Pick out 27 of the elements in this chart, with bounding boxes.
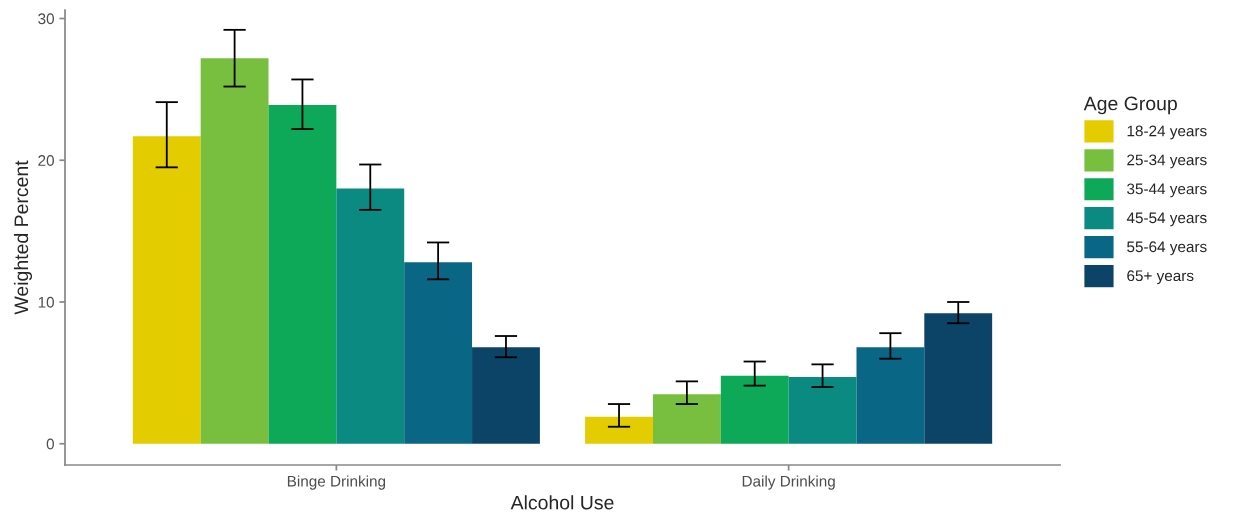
- bar: [585, 416, 653, 444]
- y-tick-label: 0: [46, 438, 54, 450]
- bar: [856, 347, 925, 444]
- legend-label: 18-24 years: [1127, 125, 1207, 140]
- bar: [652, 394, 721, 444]
- bar: [132, 136, 201, 444]
- bar: [404, 262, 473, 444]
- legend-label: 35-44 years: [1127, 183, 1207, 198]
- bar: [788, 377, 857, 444]
- legend-label: 25-34 years: [1127, 154, 1207, 169]
- legend-title: Age Group: [1083, 96, 1177, 115]
- y-tick-label: 20: [38, 155, 54, 166]
- x-tick-label: Binge Drinking: [287, 475, 386, 490]
- bar: [268, 104, 337, 444]
- x-tick-label: Daily Drinking: [742, 475, 835, 490]
- y-tick-label: 30: [38, 13, 54, 25]
- x-axis-title: Alcohol Use: [510, 495, 614, 510]
- bar: [472, 347, 540, 444]
- legend-label: 45-54 years: [1126, 212, 1207, 227]
- legend-label: 55-64 years: [1127, 241, 1207, 256]
- bar: [924, 313, 993, 444]
- bar: [720, 375, 789, 444]
- y-tick-label: 10: [38, 296, 54, 308]
- bar: [336, 188, 405, 444]
- legend-label: 65+ years: [1127, 270, 1194, 285]
- y-axis-title: Weighted Percent: [13, 160, 33, 315]
- bar: [200, 58, 269, 444]
